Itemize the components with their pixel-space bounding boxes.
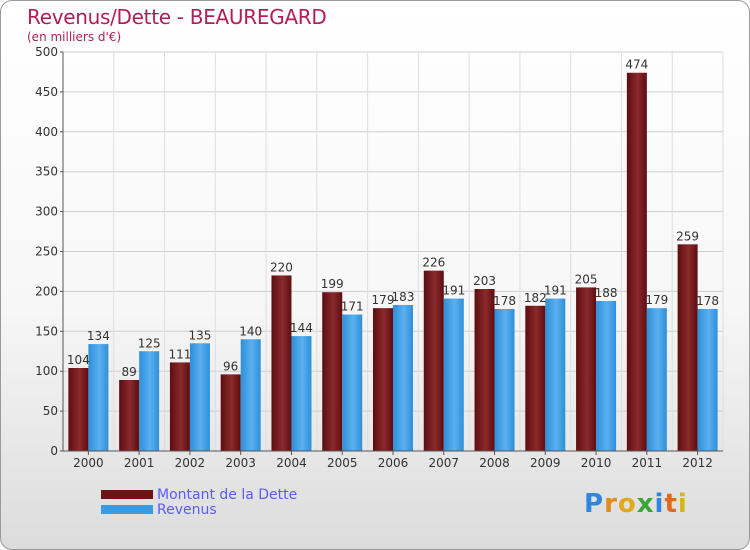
x-tick-label: 2009 [530, 456, 561, 470]
y-tick-label: 150 [35, 324, 58, 338]
bar-debt-2004 [271, 275, 292, 451]
bar-revenus-2004 [291, 336, 312, 451]
data-label-debt-2001: 89 [122, 365, 137, 379]
x-tick-label: 2001 [124, 456, 155, 470]
data-label-revenus-2006: 183 [392, 290, 415, 304]
bar-revenus-2009 [545, 298, 566, 451]
bar-revenus-2006 [393, 304, 413, 451]
x-tick-label: 2003 [225, 456, 256, 470]
x-tick-label: 2000 [73, 456, 104, 470]
y-tick-label: 100 [35, 364, 58, 378]
bar-debt-2001 [119, 379, 140, 451]
data-label-revenus-2011: 179 [645, 293, 668, 307]
x-tick-label: 2004 [276, 456, 307, 470]
y-tick-label: 50 [43, 404, 58, 418]
data-label-revenus-2003: 140 [239, 324, 262, 338]
bar-revenus-2003 [240, 339, 261, 451]
legend: Montant de la Dette Revenus [101, 486, 298, 518]
data-label-debt-2006: 179 [372, 293, 395, 307]
data-label-debt-2010: 205 [575, 272, 598, 286]
data-label-debt-2011: 474 [625, 58, 648, 72]
x-tick-label: 2007 [428, 456, 459, 470]
bar-debt-2003 [220, 374, 241, 451]
legend-swatch-revenus [101, 505, 153, 514]
data-label-revenus-2005: 171 [341, 300, 364, 314]
bar-debt-2012 [677, 244, 698, 451]
y-tick-label: 450 [35, 85, 58, 99]
legend-label-debt: Montant de la Dette [157, 486, 298, 503]
data-label-revenus-2001: 125 [138, 336, 161, 350]
x-tick-label: 2012 [682, 456, 713, 470]
y-tick-label: 0 [50, 444, 58, 458]
bar-revenus-2012 [697, 308, 718, 451]
y-tick-label: 250 [35, 245, 58, 259]
data-label-revenus-2009: 191 [544, 284, 567, 298]
bar-revenus-2000 [88, 344, 109, 451]
data-label-revenus-2000: 134 [87, 329, 110, 343]
bar-revenus-2005 [342, 314, 363, 451]
x-tick-label: 2011 [632, 456, 663, 470]
data-label-debt-2003: 96 [223, 359, 238, 373]
data-label-revenus-2004: 144 [290, 321, 313, 335]
data-label-revenus-2010: 188 [595, 286, 618, 300]
bar-debt-2010 [576, 287, 597, 451]
bar-debt-2007 [423, 270, 444, 451]
x-tick-label: 2008 [479, 456, 510, 470]
legend-item-revenus: Revenus [101, 501, 297, 518]
chart-title: Revenus/Dette - BEAUREGARD [27, 5, 327, 29]
x-tick-label: 2005 [327, 456, 358, 470]
data-label-debt-2005: 199 [321, 277, 344, 291]
data-label-revenus-2012: 178 [696, 294, 719, 308]
y-tick-label: 400 [35, 125, 58, 139]
bar-revenus-2008 [494, 308, 515, 451]
data-label-revenus-2008: 178 [493, 294, 516, 308]
legend-item-debt: Montant de la Dette [101, 486, 298, 503]
chart-subtitle: (en milliers d'€) [27, 30, 122, 44]
data-label-debt-2009: 182 [524, 291, 547, 305]
data-label-debt-2007: 226 [422, 256, 445, 270]
bar-revenus-2007 [443, 298, 464, 451]
data-label-debt-2000: 104 [67, 353, 90, 367]
data-label-debt-2012: 259 [676, 229, 699, 243]
legend-swatch-debt [101, 490, 153, 499]
bar-revenus-2002 [189, 343, 210, 451]
bar-revenus-2011 [646, 308, 667, 451]
x-tick-label: 2006 [378, 456, 409, 470]
legend-label-revenus: Revenus [157, 501, 217, 518]
data-label-revenus-2002: 135 [188, 328, 211, 342]
x-tick-label: 2010 [581, 456, 612, 470]
y-tick-label: 300 [35, 205, 58, 219]
bar-debt-2011 [626, 72, 647, 452]
data-label-debt-2004: 220 [270, 260, 293, 274]
bar-revenus-2010 [596, 300, 617, 451]
bar-debt-2006 [373, 308, 393, 451]
bar-debt-2000 [68, 368, 89, 451]
y-tick-label: 350 [35, 165, 58, 179]
bar-debt-2002 [169, 362, 190, 451]
x-tick-label: 2002 [175, 456, 206, 470]
y-tick-label: 500 [35, 45, 58, 59]
bar-debt-2008 [474, 289, 495, 451]
bar-revenus-2001 [139, 351, 160, 451]
data-label-debt-2002: 111 [168, 347, 191, 361]
bar-debt-2009 [525, 305, 546, 451]
y-tick-label: 200 [35, 284, 58, 298]
data-label-revenus-2007: 191 [442, 284, 465, 298]
proxiti-logo: Proxiti [584, 489, 688, 519]
data-label-debt-2008: 203 [473, 274, 496, 288]
bar-debt-2005 [322, 292, 343, 451]
